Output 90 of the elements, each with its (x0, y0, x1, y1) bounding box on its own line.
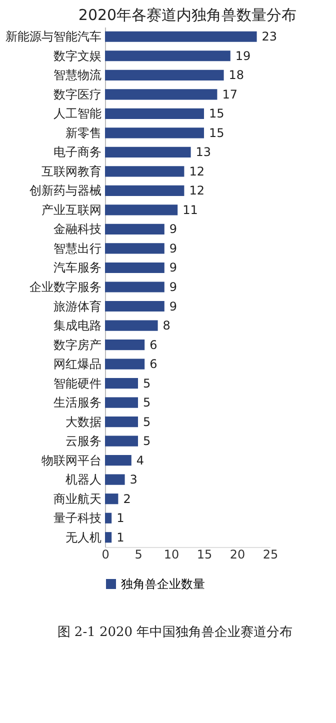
data-label: 5 (143, 376, 151, 390)
data-label: 23 (262, 30, 278, 44)
bar (105, 455, 132, 466)
bar (105, 358, 145, 370)
bar (105, 243, 164, 254)
y-tick-label: 互联网教育 (42, 164, 102, 178)
y-tick-label: 数字房产 (54, 338, 102, 352)
y-tick-label: 创新药与器械 (30, 184, 102, 198)
y-tick-label: 产业互联网 (42, 202, 102, 217)
y-tick-label: 企业数字服务 (30, 280, 102, 294)
bar (105, 494, 118, 504)
y-tick-label: 大数据 (66, 414, 102, 429)
y-tick-label: 集成电路 (54, 318, 102, 333)
data-label: 5 (143, 414, 151, 429)
y-tick-label: 生活服务 (54, 396, 102, 410)
bar (105, 532, 112, 543)
bar (105, 512, 112, 524)
bar (105, 474, 125, 485)
data-label: 1 (116, 511, 124, 526)
x-tick-label: 20 (230, 548, 246, 562)
bar (105, 31, 257, 42)
legend-label: 独角兽企业数量 (121, 577, 205, 591)
bar (105, 146, 191, 158)
data-label: 3 (130, 472, 138, 487)
y-tick-label: 无人机 (66, 530, 102, 544)
bar (105, 416, 138, 428)
y-tick-label: 数字医疗 (54, 87, 102, 102)
y-tick-label: 新能源与智能汽车 (6, 30, 102, 44)
y-tick-label: 网红爆品 (54, 357, 102, 372)
data-label: 5 (143, 434, 151, 448)
bar (105, 378, 138, 389)
data-label: 15 (209, 106, 224, 121)
x-tick-label: 5 (134, 548, 142, 562)
data-label: 5 (143, 396, 151, 410)
data-label: 9 (169, 260, 178, 275)
y-tick-label: 金融科技 (54, 222, 102, 236)
data-label: 6 (150, 357, 158, 372)
data-label: 19 (235, 48, 251, 63)
y-tick-label: 机器人 (66, 472, 102, 487)
y-tick-label: 智慧出行 (54, 241, 102, 256)
x-tick-label: 25 (262, 548, 278, 562)
data-label: 9 (169, 241, 178, 256)
data-label: 12 (189, 164, 204, 178)
bar (105, 300, 164, 312)
x-tick-label: 15 (196, 548, 212, 562)
x-tick-label: 0 (102, 548, 110, 562)
data-label: 11 (182, 202, 198, 217)
y-tick-label: 旅游体育 (54, 299, 102, 314)
data-label: 15 (209, 126, 224, 140)
y-tick-label: 商业航天 (54, 492, 102, 506)
data-label: 8 (162, 318, 170, 333)
data-label: 13 (196, 145, 212, 160)
bar (105, 128, 204, 138)
data-label: 12 (189, 184, 204, 198)
data-label: 2 (123, 492, 131, 506)
y-tick-label: 云服务 (66, 434, 102, 448)
y-tick-label: 智慧物流 (54, 68, 102, 82)
bar (105, 89, 218, 100)
bar (105, 397, 138, 408)
data-label: 9 (169, 280, 178, 294)
data-label: 9 (169, 222, 178, 236)
bar (105, 339, 145, 350)
data-label: 1 (116, 530, 124, 544)
bar (105, 185, 184, 196)
bar (105, 108, 204, 119)
data-label: 17 (222, 87, 238, 102)
y-tick-label: 智能硬件 (54, 376, 102, 390)
y-tick-label: 汽车服务 (54, 260, 102, 275)
y-tick-label: 新零售 (66, 126, 102, 140)
chart-title: 2020年各赛道内独角兽数量分布 (78, 6, 297, 24)
caption: 图 2-1 2020 年中国独角兽企业赛道分布 (57, 624, 293, 640)
bar (105, 262, 164, 274)
bar (105, 436, 138, 446)
bar (105, 50, 230, 62)
bar (105, 166, 184, 177)
bar (105, 224, 164, 235)
data-label: 6 (150, 338, 158, 352)
bar (105, 70, 224, 80)
y-tick-label: 人工智能 (54, 106, 102, 121)
data-label: 9 (169, 299, 178, 314)
bar (105, 282, 164, 292)
y-tick-label: 量子科技 (54, 511, 102, 526)
bar (105, 204, 178, 216)
y-tick-label: 数字文娱 (54, 48, 102, 63)
x-tick-label: 10 (164, 548, 180, 562)
y-tick-label: 物联网平台 (42, 453, 102, 468)
bar (105, 320, 158, 331)
data-label: 18 (228, 68, 244, 82)
y-tick-label: 电子商务 (54, 145, 102, 160)
data-label: 4 (136, 453, 144, 468)
